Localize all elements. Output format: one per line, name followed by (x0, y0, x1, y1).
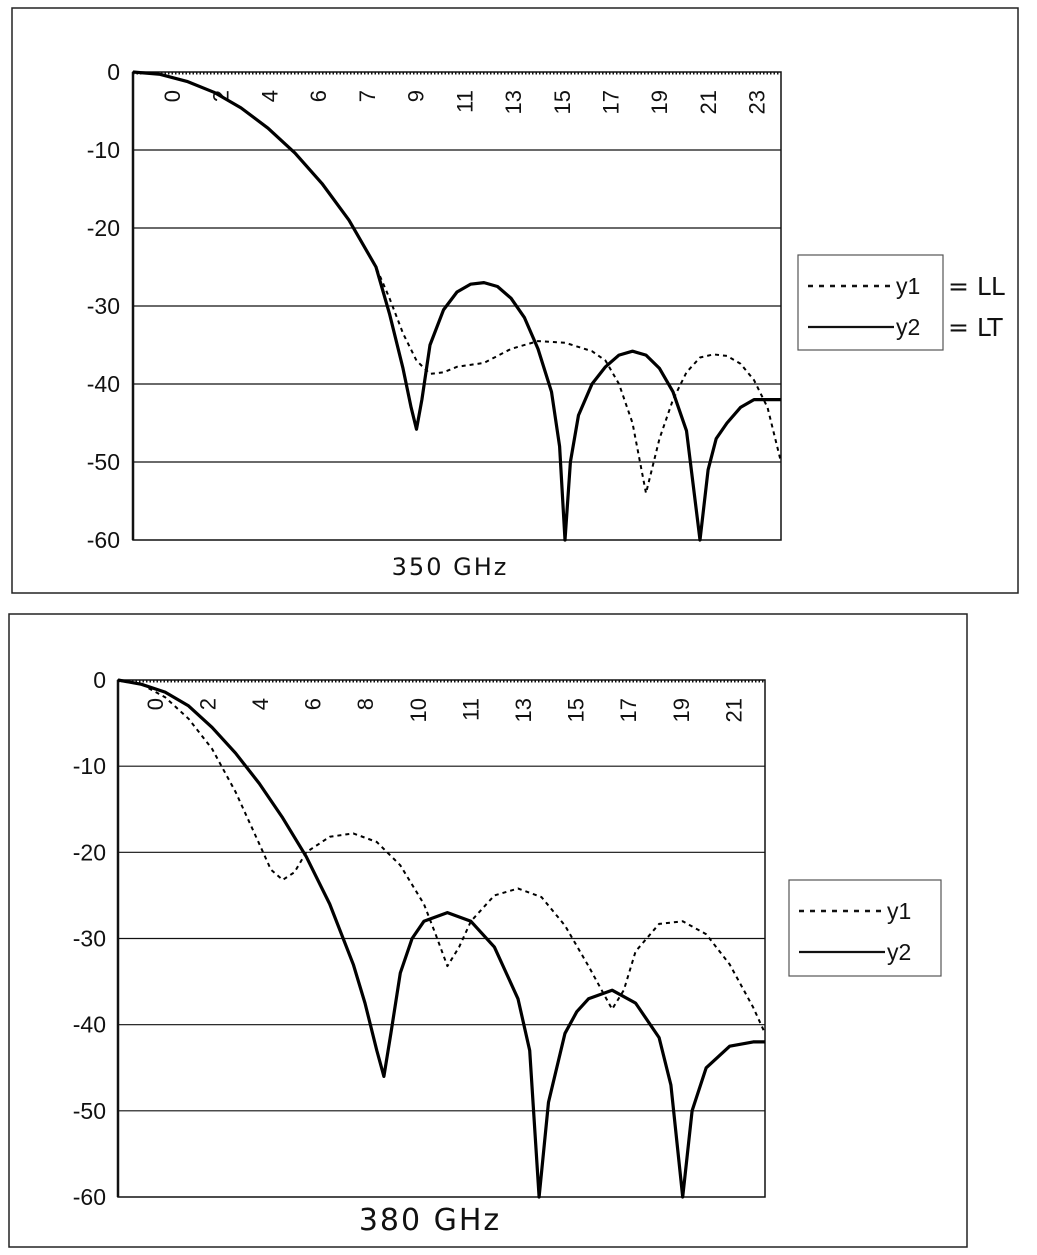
legend-label-y2: y2 (896, 314, 920, 340)
y-tick-label: -60 (87, 527, 120, 553)
series-y1-line (117, 679, 766, 1034)
x-tick-label: 7 (355, 90, 380, 102)
x-tick-label: 8 (353, 698, 378, 710)
y-tick-label: -10 (73, 753, 106, 779)
x-tick-label: 19 (669, 698, 694, 722)
y-tick-label: 0 (93, 667, 106, 693)
x-tick-label: 10 (406, 698, 431, 722)
y-tick-label: -50 (87, 449, 120, 475)
x-tick-label: 17 (598, 90, 623, 114)
y-tick-label: -50 (73, 1098, 106, 1124)
x-tick-label: 4 (257, 90, 282, 102)
legend: y1 = LL y2 = LT (797, 254, 1005, 351)
y-tick-label: -30 (87, 293, 120, 319)
legend-annotation-y2: = LT (948, 313, 1003, 342)
y-tick-label: -60 (73, 1184, 106, 1210)
legend-box (797, 254, 944, 351)
x-tick-label: 2 (195, 698, 220, 710)
series-y2-line (132, 70, 781, 542)
x-tick-label: 17 (616, 698, 641, 722)
legend-label-y2: y2 (887, 939, 911, 965)
chart-title: 380 GHz (359, 1203, 501, 1238)
legend-annotation-y1: = LL (948, 272, 1005, 301)
chart-1: 0-10-20-30-40-50-600 2 4 6 7 9 11 13 15 17 19 21 233… (11, 7, 1019, 594)
x-tick-label: 13 (501, 90, 526, 114)
y-tick-label: -20 (87, 215, 120, 241)
x-tick-label: 21 (696, 90, 721, 114)
x-tick-label: 15 (564, 698, 589, 722)
legend: y1 y2 (788, 879, 942, 977)
legend-label-y1: y1 (896, 273, 920, 299)
chart-title: 350 GHz (392, 553, 509, 581)
y-tick-label: -10 (87, 137, 120, 163)
x-tick-label: 13 (511, 698, 536, 722)
y-tick-label: -40 (73, 1012, 106, 1038)
legend-label-y1: y1 (887, 898, 911, 924)
x-tick-label: 11 (452, 90, 477, 113)
x-tick-label: 0 (143, 698, 168, 710)
x-tick-label: 11 (458, 698, 483, 721)
y-tick-label: -20 (73, 839, 106, 865)
x-tick-label: 19 (647, 90, 672, 114)
y-tick-label: -40 (87, 371, 120, 397)
x-tick-label: 21 (721, 698, 746, 722)
series-y2-line (117, 678, 765, 1199)
x-tick-label: 6 (306, 90, 331, 102)
x-tick-label: 9 (404, 90, 429, 102)
x-tick-label: 4 (248, 698, 273, 710)
chart-2: 0 -10 -20 -30 -40 -50 -60 0 2 4 6 8 10 11 13 15 17 19 21 38… (8, 613, 968, 1248)
x-tick-label: 0 (160, 90, 185, 102)
legend-box (788, 879, 942, 977)
y-tick-label: -30 (73, 926, 106, 952)
x-tick-label: 23 (745, 90, 770, 114)
x-tick-label: 6 (301, 698, 326, 710)
y-tick-label: 0 (107, 59, 120, 85)
x-tick-label: 15 (550, 90, 575, 114)
